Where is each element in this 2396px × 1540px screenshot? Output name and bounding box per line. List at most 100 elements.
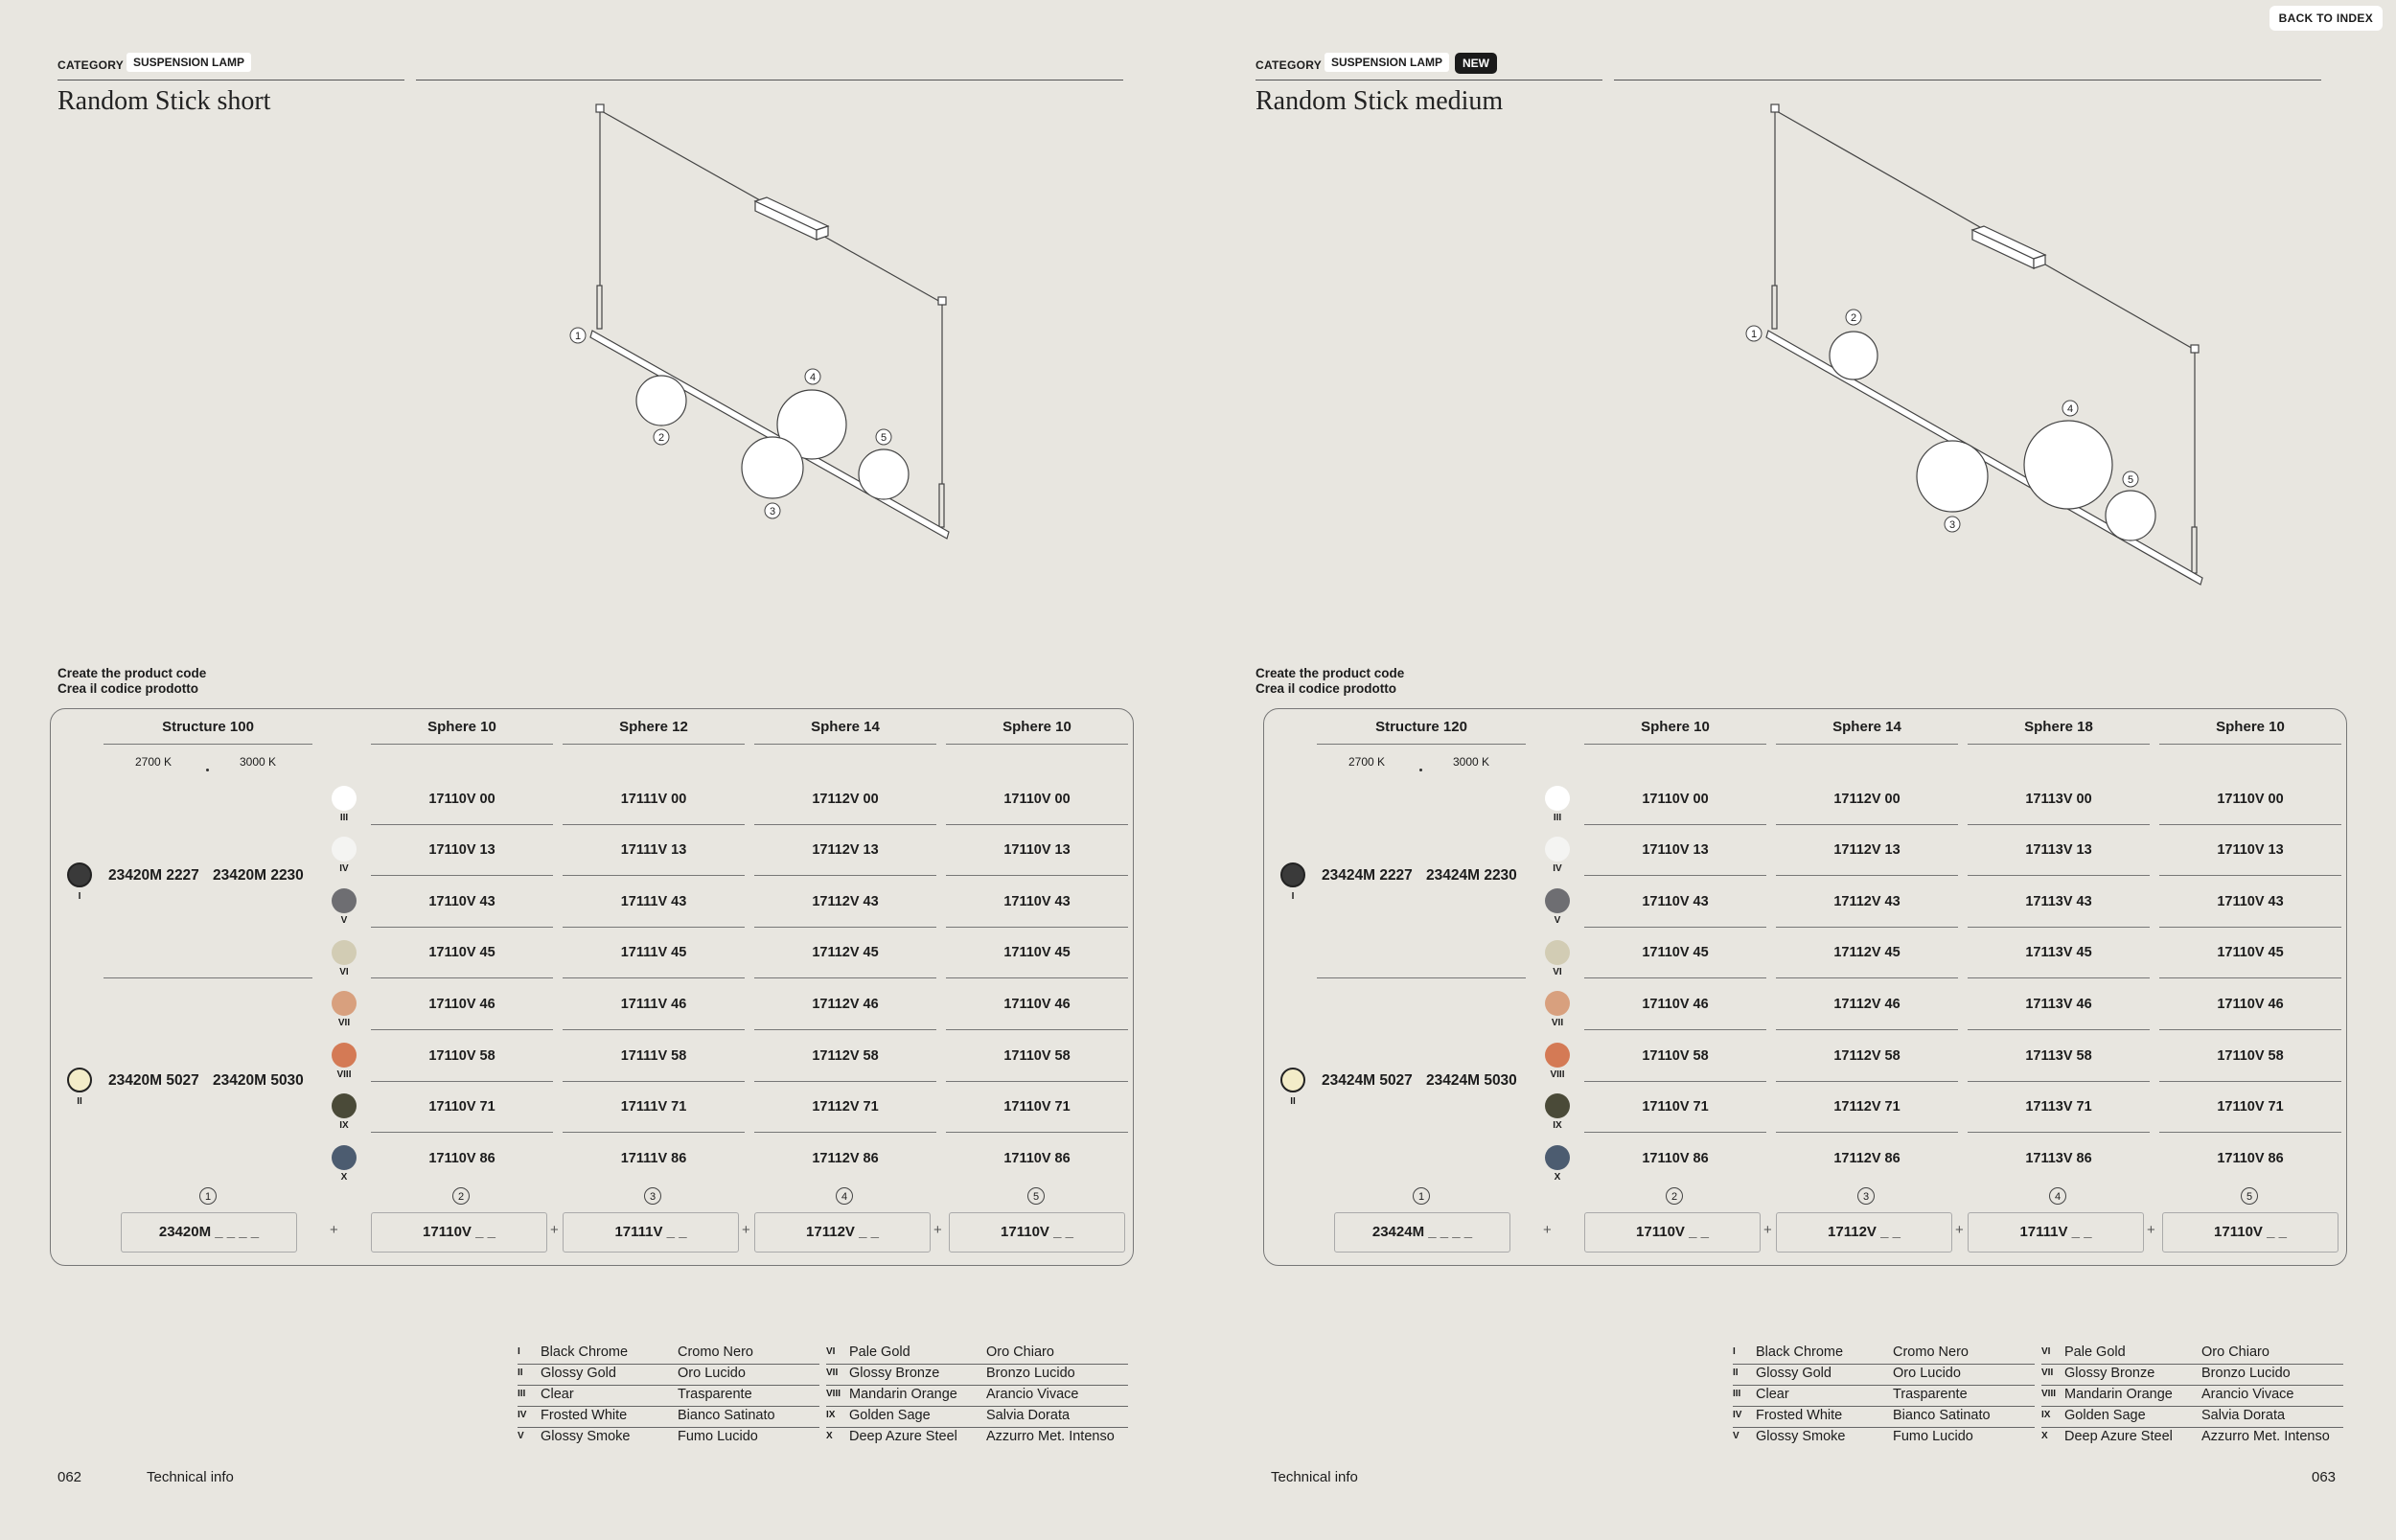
header-rule <box>2159 744 2341 745</box>
legend-row: II Glossy Gold Oro Lucido <box>1733 1365 2035 1386</box>
row-rule <box>2159 1029 2341 1030</box>
structure-code: 23420M 2227 <box>108 867 199 884</box>
code-cell: 17110V 13 <box>2217 842 2284 858</box>
legend-numeral: I <box>1733 1346 1736 1357</box>
finish-swatch-x <box>1545 1145 1570 1170</box>
code-cell: 17110V 71 <box>1642 1099 1709 1115</box>
code-cell: 17112V 46 <box>812 997 879 1012</box>
row-rule <box>1584 927 1766 928</box>
sphere-header: Sphere 14 <box>811 719 880 735</box>
code-builder-sphere: 17110V _ _ <box>2162 1212 2338 1253</box>
row-rule <box>2159 927 2341 928</box>
finish-numeral: X <box>1554 1172 1561 1183</box>
row-rule <box>946 1132 1128 1133</box>
sphere-header: Sphere 10 <box>427 719 496 735</box>
kelvin-separator <box>1419 769 1422 771</box>
legend-en: Black Chrome <box>541 1345 629 1360</box>
structure-code: 23420M 5027 <box>108 1072 199 1089</box>
code-cell: 17111V 45 <box>620 945 687 960</box>
code-builder-sphere: 17112V _ _ <box>754 1212 931 1253</box>
legend-row: VIII Mandarin Orange Arancio Vivace <box>2041 1386 2343 1407</box>
drawing-label: 4 <box>810 372 816 383</box>
finish-numeral: X <box>340 1172 348 1183</box>
code-cell: 17110V 71 <box>2217 1099 2284 1115</box>
code-cell: 17113V 46 <box>2025 997 2092 1012</box>
finish-numeral: II <box>1290 1096 1296 1107</box>
code-cell: 17110V 43 <box>1003 894 1071 909</box>
legend-row: IV Frosted White Bianco Satinato <box>518 1407 819 1428</box>
finish-numeral: VI <box>339 967 349 977</box>
column-number: 1 <box>199 1187 217 1205</box>
legend-en: Glossy Gold <box>541 1366 616 1381</box>
legend-row: VI Pale Gold Oro Chiaro <box>2041 1344 2343 1365</box>
row-rule <box>563 1029 745 1030</box>
code-cell: 17110V 43 <box>1642 894 1709 909</box>
finish-numeral: IV <box>1553 863 1562 874</box>
legend-it: Cromo Nero <box>678 1345 753 1360</box>
row-rule <box>1776 927 1958 928</box>
legend-en: Black Chrome <box>1756 1345 1844 1360</box>
plus-sign: + <box>742 1222 750 1238</box>
header-rule <box>563 744 745 745</box>
row-rule <box>1584 977 1766 978</box>
row-rule <box>754 927 936 928</box>
drawing-label: 4 <box>2067 403 2073 415</box>
column-number: 3 <box>644 1187 661 1205</box>
legend-it: Trasparente <box>678 1387 752 1402</box>
code-cell: 17110V 13 <box>1642 842 1709 858</box>
header-rule <box>371 744 553 745</box>
legend-en: Glossy Smoke <box>541 1429 631 1444</box>
row-rule <box>371 1029 553 1030</box>
finish-numeral: VI <box>1553 967 1562 977</box>
code-cell: 17112V 00 <box>812 792 879 807</box>
row-rule <box>1584 1029 1766 1030</box>
structure-code: 23420M 5030 <box>213 1072 304 1089</box>
legend-row: III Clear Trasparente <box>1733 1386 2035 1407</box>
row-rule <box>1968 1029 2150 1030</box>
code-cell: 17110V 58 <box>1003 1048 1071 1064</box>
category-row: CATEGORY SUSPENSION LAMP NEW <box>1256 53 2322 81</box>
finish-swatch-i <box>1280 862 1305 887</box>
row-rule <box>2159 977 2341 978</box>
row-rule <box>1584 875 1766 876</box>
code-cell: 17113V 00 <box>2025 792 2092 807</box>
sphere-header: Sphere 10 <box>2216 719 2285 735</box>
code-cell: 17110V 86 <box>2217 1151 2284 1166</box>
code-cell: 17110V 46 <box>2217 997 2284 1012</box>
legend-it: Azzurro Met. Intenso <box>986 1429 1115 1444</box>
code-cell: 17111V 43 <box>620 894 687 909</box>
structure-header: Structure 100 <box>162 719 254 735</box>
legend-en: Deep Azure Steel <box>2064 1429 2173 1444</box>
row-rule <box>1776 824 1958 825</box>
row-rule <box>754 977 936 978</box>
back-to-index-button[interactable]: BACK TO INDEX <box>2269 6 2383 31</box>
row-rule <box>371 977 553 978</box>
legend-en: Golden Sage <box>2064 1408 2146 1423</box>
code-builder-sphere: 17110V _ _ <box>1584 1212 1761 1253</box>
code-cell: 17112V 00 <box>1833 792 1901 807</box>
code-cell: 17113V 45 <box>2025 945 2092 960</box>
code-builder-sphere: 17112V _ _ <box>1776 1212 1952 1253</box>
legend-it: Fumo Lucido <box>678 1429 758 1444</box>
structure-code: 23424M 2227 <box>1322 867 1413 884</box>
kelvin-separator <box>206 769 209 771</box>
legend-numeral: VII <box>2041 1368 2054 1378</box>
legend-en: Pale Gold <box>2064 1345 2126 1360</box>
finish-swatch-ii <box>67 1068 92 1092</box>
row-rule <box>946 977 1128 978</box>
header-rule <box>1317 744 1526 745</box>
legend-row: IV Frosted White Bianco Satinato <box>1733 1407 2035 1428</box>
code-cell: 17110V 58 <box>2217 1048 2284 1064</box>
drawing-label: 5 <box>2128 474 2133 486</box>
header-rule <box>754 744 936 745</box>
row-rule <box>1584 1132 1766 1133</box>
legend-numeral: VIII <box>826 1389 841 1399</box>
code-cell: 17112V 71 <box>812 1099 879 1115</box>
code-cell: 17111V 71 <box>620 1099 687 1115</box>
legend-en: Clear <box>1756 1387 1789 1402</box>
row-rule <box>946 1081 1128 1082</box>
plus-sign: + <box>1763 1222 1772 1238</box>
legend-it: Salvia Dorata <box>986 1408 1071 1423</box>
finish-swatch-v <box>1545 888 1570 913</box>
finish-swatch-ii <box>1280 1068 1305 1092</box>
